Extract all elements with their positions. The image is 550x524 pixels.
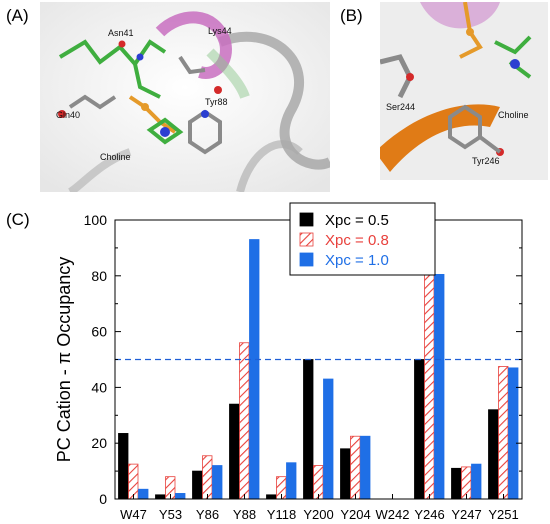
y-axis-label: PC Cation - π Occupancy xyxy=(54,257,74,463)
legend-label-0: Xpc = 0.5 xyxy=(325,212,389,229)
x-tick-label: Y204 xyxy=(340,507,370,522)
bar-Y88-series-2 xyxy=(249,239,260,500)
bar-Y118-series-0 xyxy=(266,494,277,500)
x-tick-label: Y53 xyxy=(159,507,182,522)
bar-Y204-series-2 xyxy=(360,435,371,500)
bar-Y88-series-1 xyxy=(239,342,250,500)
x-tick-label: W47 xyxy=(120,507,147,522)
label-tyr246: Tyr246 xyxy=(472,156,500,166)
molecular-structure-b: Ser244 Choline Tyr246 xyxy=(380,2,548,180)
x-tick-label: Y247 xyxy=(451,507,481,522)
x-tick-label: Y86 xyxy=(196,507,219,522)
label-tyr88: Tyr88 xyxy=(205,97,228,107)
bar-Y200-series-2 xyxy=(323,378,334,500)
panel-label-b: (B) xyxy=(340,6,363,25)
bar-Y118-series-2 xyxy=(286,462,297,500)
occupancy-bar-chart: 0 20 40 60 80 100 W47 Y53 Y86 Y88 Y118 Y200 Y204 W242… xyxy=(54,202,523,522)
bar-Y200-series-0 xyxy=(303,359,314,500)
label-choline-a: Choline xyxy=(100,152,131,162)
bar-Y246-series-1 xyxy=(424,262,435,500)
x-tick-label: Y200 xyxy=(303,507,333,522)
bar-W47-series-1 xyxy=(128,463,139,500)
bar-Y88-series-0 xyxy=(229,403,240,500)
bar-Y251-series-1 xyxy=(498,366,509,500)
legend-swatch-2 xyxy=(299,252,314,267)
bar-Y200-series-1 xyxy=(313,465,324,500)
x-tick-label: Y118 xyxy=(267,507,296,522)
molecular-render-b xyxy=(380,2,548,180)
molecular-render-a xyxy=(40,2,330,192)
label-lys44: Lys44 xyxy=(208,26,232,36)
bar-Y204-series-1 xyxy=(350,435,361,500)
legend-label-1: Xpc = 0.8 xyxy=(325,232,389,249)
bar-Y251-series-0 xyxy=(488,409,499,500)
legend: Xpc = 0.5 Xpc = 0.8 Xpc = 1.0 xyxy=(289,202,436,276)
bar-Y86-series-2 xyxy=(212,465,223,500)
x-tick-label: Y251 xyxy=(488,507,518,522)
bar-Y53-series-0 xyxy=(155,494,166,500)
bar-W47-series-2 xyxy=(138,488,149,500)
label-ser244: Ser244 xyxy=(386,102,416,112)
panel-label-a: (A) xyxy=(6,6,29,25)
x-tick-label: W242 xyxy=(376,507,410,522)
y-tick-label: 60 xyxy=(91,324,107,340)
label-gln40: Gln40 xyxy=(56,110,81,120)
bar-Y246-series-0 xyxy=(414,359,425,500)
y-tick-label: 20 xyxy=(91,435,107,451)
legend-box xyxy=(289,202,436,276)
x-tick-label: Y246 xyxy=(414,507,444,522)
bar-Y86-series-1 xyxy=(202,455,213,500)
y-tick-label: 80 xyxy=(91,268,107,284)
bar-Y247-series-2 xyxy=(471,463,482,500)
bar-Y86-series-0 xyxy=(192,470,203,500)
bar-Y246-series-2 xyxy=(434,274,445,500)
legend-label-2: Xpc = 1.0 xyxy=(325,252,389,269)
panel-label-c: (C) xyxy=(6,210,30,229)
bar-Y204-series-0 xyxy=(340,448,351,500)
y-tick-label: 0 xyxy=(99,491,107,507)
label-choline-b: Choline xyxy=(498,110,529,120)
label-asn41: Asn41 xyxy=(108,28,134,38)
legend-swatch-1 xyxy=(299,232,314,247)
x-tick-label: Y88 xyxy=(233,507,256,522)
legend-swatch-0 xyxy=(299,212,314,227)
y-tick-label: 40 xyxy=(91,379,107,395)
y-tick-label: 100 xyxy=(84,212,108,228)
bar-Y53-series-2 xyxy=(175,493,186,500)
molecular-structure-a: Asn41 Lys44 Gln40 Tyr88 Choline xyxy=(40,2,330,192)
bar-Y247-series-0 xyxy=(451,467,462,500)
